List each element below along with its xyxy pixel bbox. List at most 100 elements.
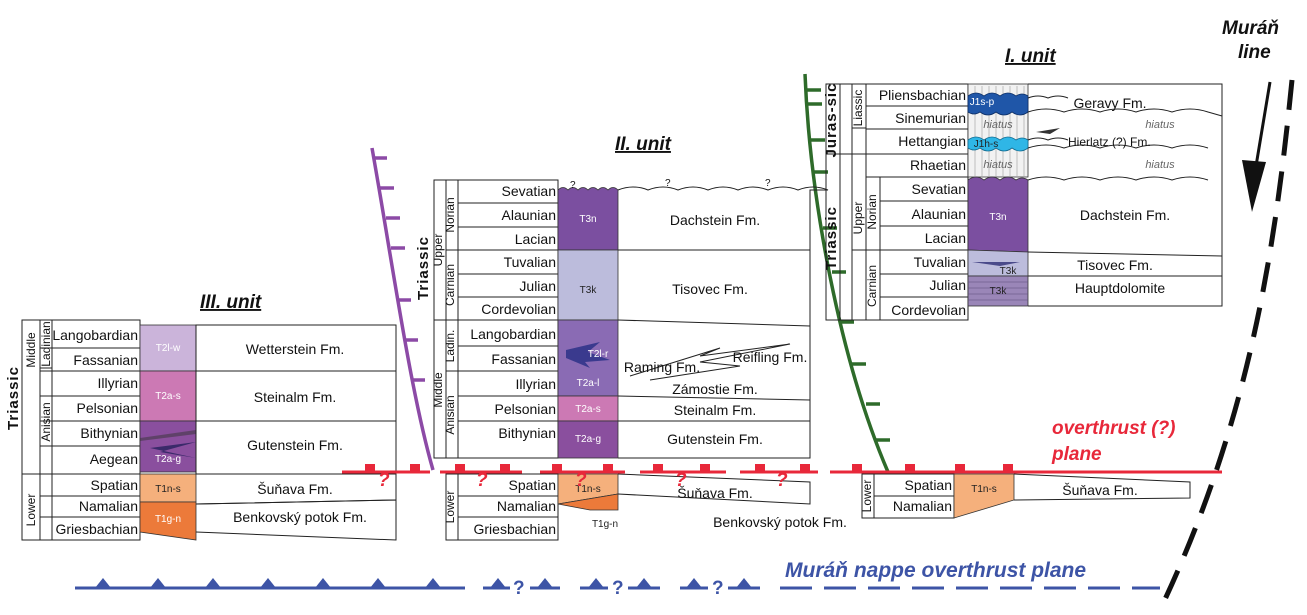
stage-cordevolian: Cordevolian bbox=[481, 301, 556, 317]
fm-steinalm: Steinalm Fm. bbox=[254, 389, 336, 405]
question-mark: ? bbox=[570, 180, 576, 191]
stage-aegean: Aegean bbox=[90, 451, 138, 467]
stage-langobardian: Langobardian bbox=[52, 327, 138, 343]
unit-II-age-carnian: Carnian bbox=[443, 264, 457, 306]
code-T1ns: T1n-s bbox=[155, 484, 181, 495]
fm-hierlatz: Hierlatz (?) Fm. bbox=[1068, 135, 1151, 149]
fm-zamostie: Zámostie Fm. bbox=[672, 381, 758, 397]
fm-sunava: Šuňava Fm. bbox=[677, 485, 752, 501]
code-T2ag: T2a-g bbox=[575, 434, 601, 445]
overthrust-plane-line: ? ? ? ? ? overthrust (?) plane bbox=[342, 418, 1222, 491]
unit-II-column: II. unit bbox=[415, 134, 847, 541]
fm-hauptdolomite: Hauptdolomite bbox=[1075, 280, 1165, 296]
unit-I-column: I. unit bbox=[823, 46, 1223, 519]
unit-I-period-jurassic: Juras-sic bbox=[823, 83, 840, 158]
stage-illyrian: Illyrian bbox=[98, 375, 138, 391]
unit-I-epoch-upper: Upper bbox=[851, 202, 865, 235]
unit-II-epoch-lower: Lower bbox=[443, 491, 457, 524]
stage-hettangian: Hettangian bbox=[898, 133, 966, 149]
stage-pelsonian: Pelsonian bbox=[495, 401, 557, 417]
nappe-overthrust-label: Muráň nappe overthrust plane bbox=[785, 559, 1086, 582]
fm-dachstein: Dachstein Fm. bbox=[1080, 207, 1170, 223]
stage-namalian: Namalian bbox=[79, 498, 138, 514]
stage-tuvalian: Tuvalian bbox=[914, 254, 966, 270]
overthrust-question: ? bbox=[476, 470, 488, 491]
stage-alaunian: Alaunian bbox=[502, 207, 557, 223]
fm-geravy: Geravy Fm. bbox=[1073, 95, 1146, 111]
unit-III-period: Triassic bbox=[5, 366, 22, 430]
unit-III-age-ladinian: Ladinian bbox=[39, 321, 53, 366]
stage-spatian: Spatian bbox=[905, 477, 952, 493]
nappe-question: ? bbox=[712, 578, 724, 599]
fm-steinalm: Steinalm Fm. bbox=[674, 402, 756, 418]
stage-alaunian: Alaunian bbox=[912, 206, 967, 222]
stage-spatian: Spatian bbox=[91, 477, 138, 493]
code-T2as: T2a-s bbox=[575, 404, 601, 415]
unit-II-title: II. unit bbox=[615, 134, 672, 155]
code-T2lr: T2l-r bbox=[588, 349, 609, 360]
fm-wetterstein: Wetterstein Fm. bbox=[246, 341, 345, 357]
muran-line-label-1: Muráň bbox=[1222, 18, 1279, 39]
unit-I-age-carnian: Carnian bbox=[865, 265, 879, 307]
hiatus-label: hiatus bbox=[1145, 159, 1175, 171]
stage-griesbachian: Griesbachian bbox=[56, 521, 139, 537]
code-T3n: T3n bbox=[579, 214, 596, 225]
fm-sunava: Šuňava Fm. bbox=[257, 481, 332, 497]
stage-rhaetian: Rhaetian bbox=[910, 157, 966, 173]
code-T1ns: T1n-s bbox=[971, 484, 997, 495]
fm-benkovsky: Benkovský potok Fm. bbox=[233, 509, 367, 525]
muran-line-label-2: line bbox=[1238, 42, 1271, 63]
code-T1gn: T1g-n bbox=[592, 519, 618, 530]
stage-griesbachian: Griesbachian bbox=[474, 521, 557, 537]
hiatus-label: hiatus bbox=[983, 159, 1013, 171]
stage-tuvalian: Tuvalian bbox=[504, 254, 556, 270]
stage-lacian: Lacian bbox=[515, 231, 556, 247]
unit-II-age-anisian: Anisian bbox=[443, 395, 457, 434]
hiatus-label: hiatus bbox=[1145, 119, 1175, 131]
stage-sinemurian: Sinemurian bbox=[895, 110, 966, 126]
code-T2as: T2a-s bbox=[155, 391, 181, 402]
stage-julian: Julian bbox=[519, 278, 556, 294]
stage-sevatian: Sevatian bbox=[502, 183, 556, 199]
stage-cordevolian: Cordevolian bbox=[891, 302, 966, 318]
unit-II-epoch-middle: Middle bbox=[431, 372, 445, 408]
fm-dachstein: Dachstein Fm. bbox=[670, 212, 760, 228]
code-T2ag: T2a-g bbox=[155, 454, 181, 465]
code-T3k: T3k bbox=[580, 285, 598, 296]
fm-gutenstein: Gutenstein Fm. bbox=[667, 431, 763, 447]
unit-III-column: III. unit Triassic Middle Lo bbox=[5, 292, 397, 541]
stage-pelsonian: Pelsonian bbox=[77, 400, 139, 416]
overthrust-label-line2: plane bbox=[1051, 444, 1102, 465]
stage-namalian: Namalian bbox=[893, 498, 952, 514]
stage-illyrian: Illyrian bbox=[516, 376, 556, 392]
fm-tisovec: Tisovec Fm. bbox=[1077, 257, 1153, 273]
unit-I-title: I. unit bbox=[1005, 46, 1056, 67]
fm-tisovec: Tisovec Fm. bbox=[672, 281, 748, 297]
code-J1sp: J1s-p bbox=[970, 97, 995, 108]
code-T1gn: T1g-n bbox=[155, 514, 181, 525]
muran-line: Muráň line bbox=[1157, 18, 1295, 612]
overthrust-question: ? bbox=[378, 470, 390, 491]
unit-I-period-triassic: Triassic bbox=[823, 206, 840, 270]
unit-I-epoch-liassic: Liassic bbox=[851, 90, 865, 127]
code-T3n: T3n bbox=[989, 212, 1006, 223]
unit-I-epoch-lower: Lower bbox=[860, 480, 874, 513]
nappe-overthrust-line: ? ? ? Muráň nappe overthrust plane bbox=[75, 559, 1160, 599]
unit-II-period: Triassic bbox=[415, 236, 432, 300]
green-fault-line bbox=[803, 73, 890, 473]
code-T1ns: T1n-s bbox=[575, 484, 601, 495]
stage-bithynian: Bithynian bbox=[80, 425, 138, 441]
hiatus-label: hiatus bbox=[983, 119, 1013, 131]
code-T3k: T3k bbox=[1000, 266, 1018, 277]
purple-fault-line bbox=[370, 147, 435, 471]
unit-III-age-anisian: Anisian bbox=[39, 402, 53, 441]
unit-I-age-norian: Norian bbox=[865, 194, 879, 229]
code-J1h: J1h-s bbox=[974, 139, 998, 150]
unit-II-epoch-upper: Upper bbox=[431, 234, 445, 267]
fm-raming: Raming Fm. bbox=[624, 359, 700, 375]
overthrust-question: ? bbox=[575, 470, 587, 491]
stage-langobardian: Langobardian bbox=[470, 326, 556, 342]
stage-fassanian: Fassanian bbox=[73, 352, 138, 368]
nappe-question: ? bbox=[612, 578, 624, 599]
